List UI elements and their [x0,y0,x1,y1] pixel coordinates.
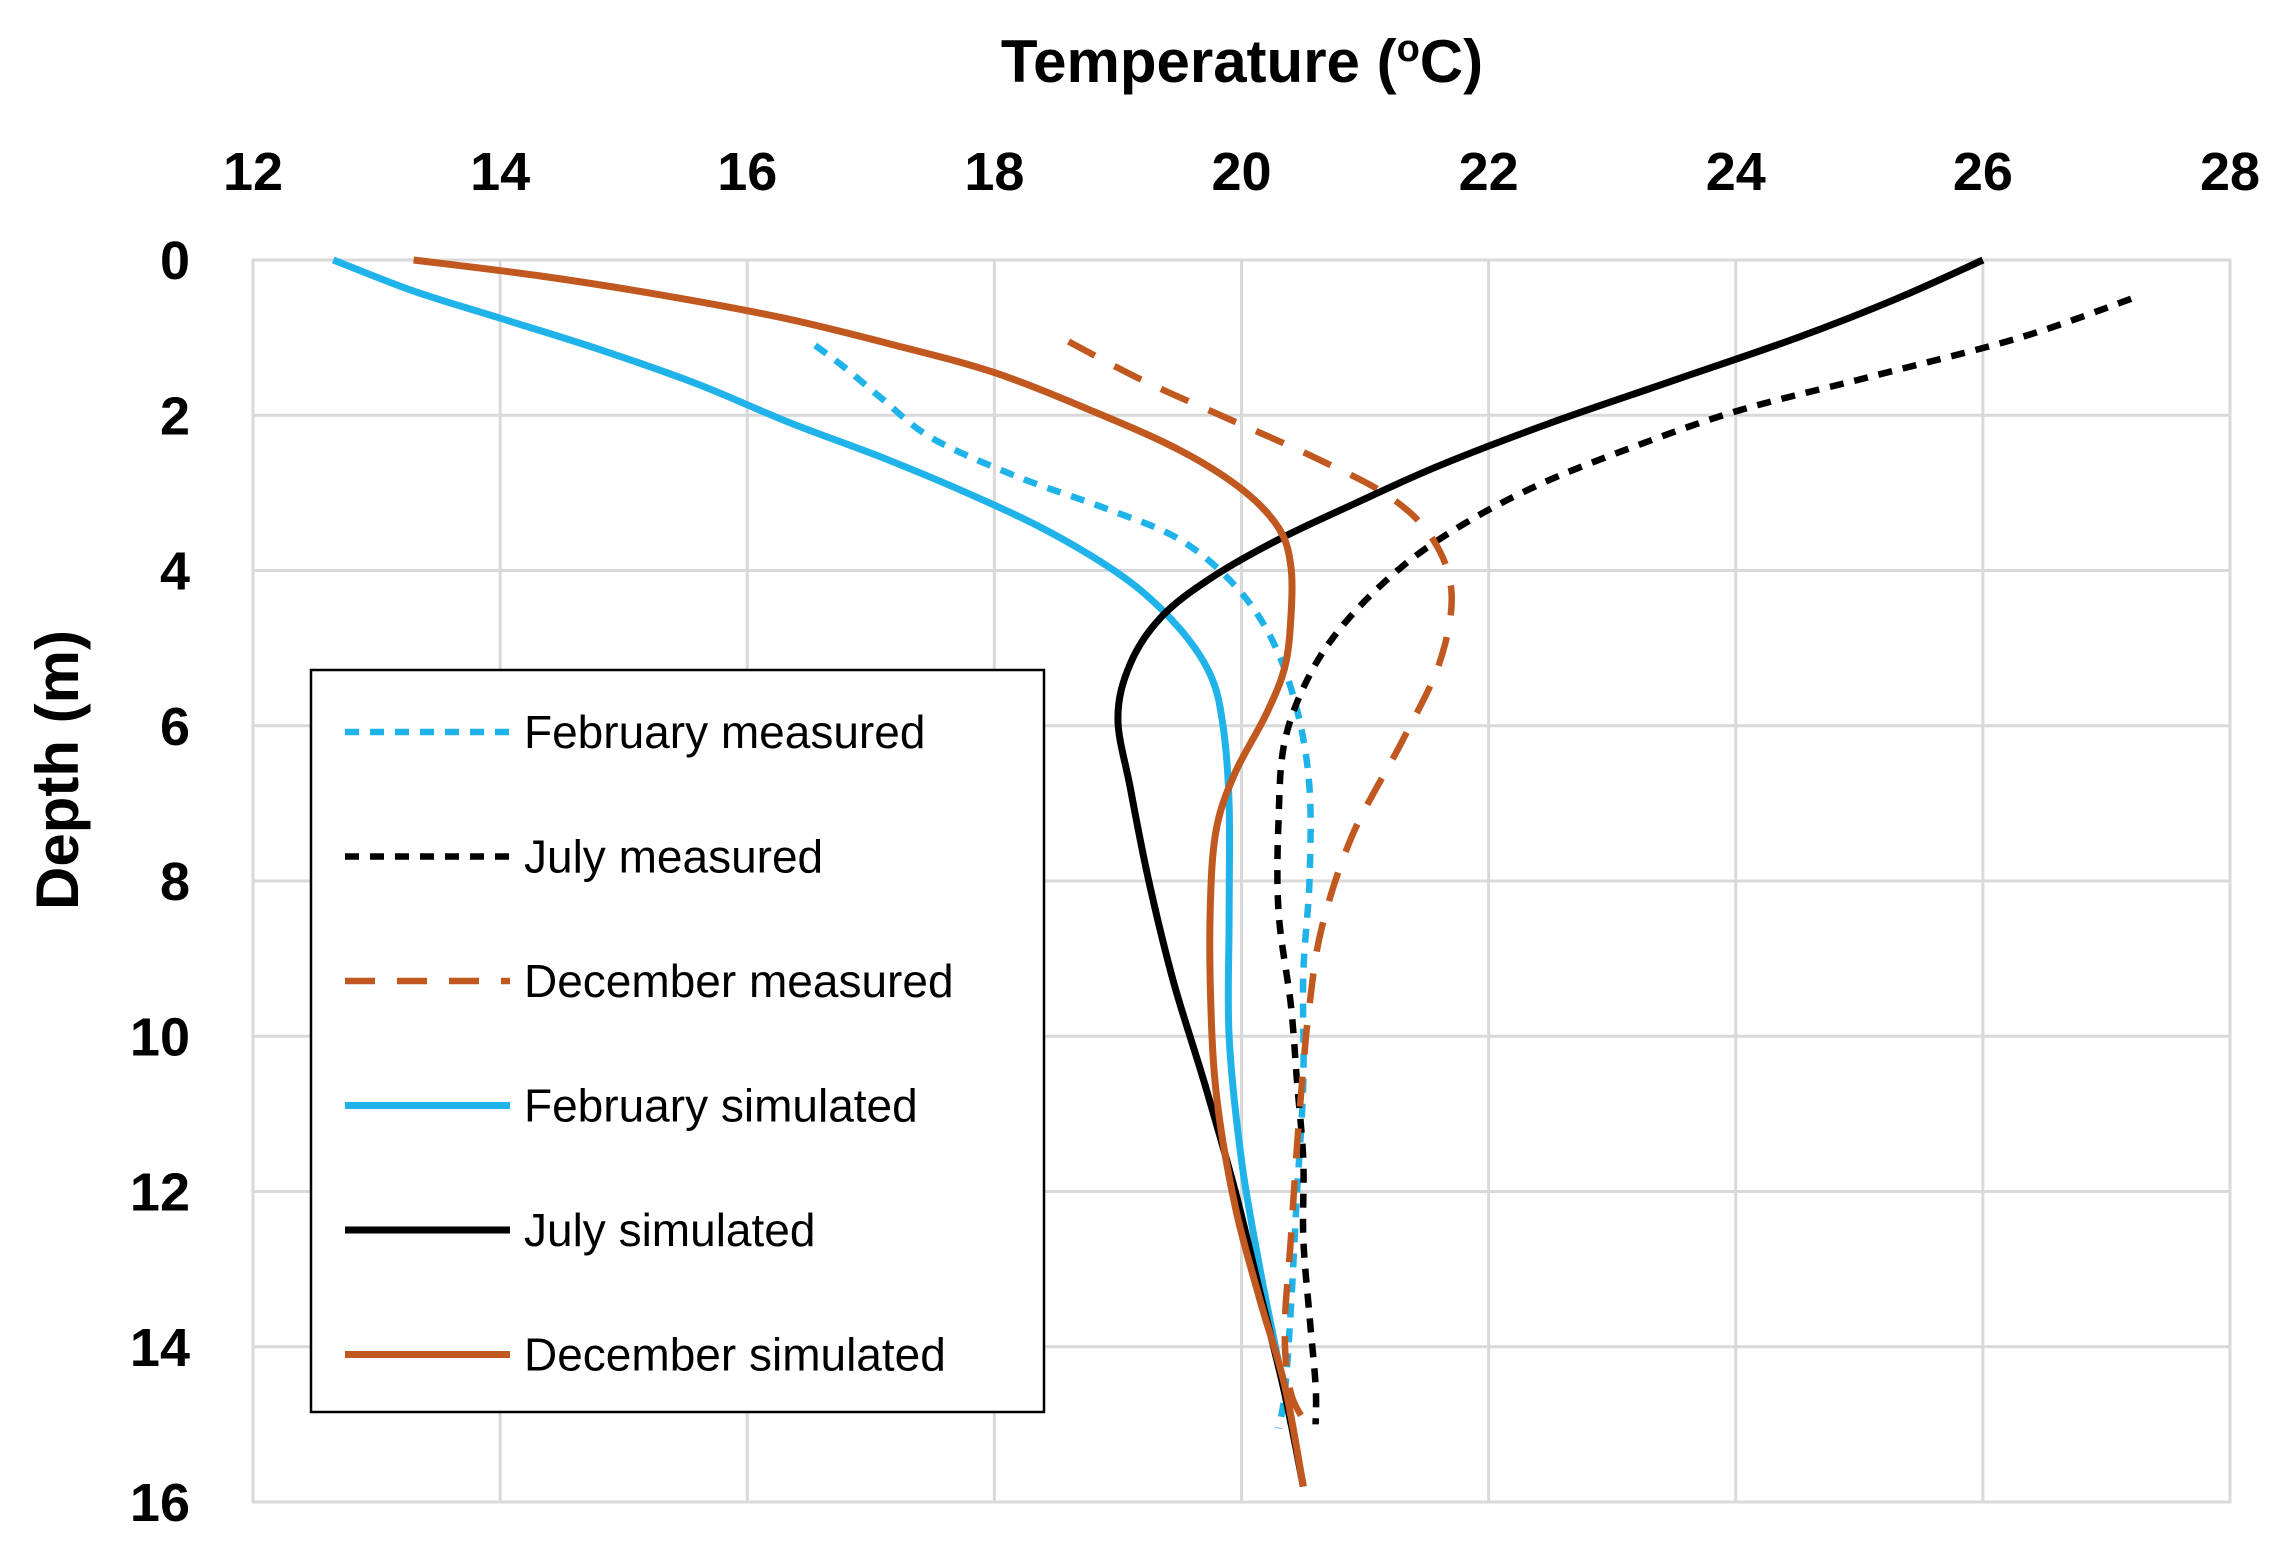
y-tick-label: 12 [130,1163,190,1223]
y-axis-title: Depth (m) [24,630,91,910]
x-axis-title: Temperature (oC) [1001,28,1483,95]
legend-label-december-measured: December measured [524,955,954,1007]
series-lines [332,256,2133,1488]
legend: February measured July measured December m… [309,668,1046,1414]
legend-label-july-measured: July measured [524,831,823,883]
legend-label-july-simulated: July simulated [524,1204,815,1256]
y-tick-label: 2 [160,386,190,446]
y-tick-label: 14 [130,1318,190,1378]
x-tick-label: 16 [717,142,777,202]
y-tick-label: 10 [130,1007,190,1067]
x-tick-label: 22 [1459,142,1519,202]
y-tick-label: 0 [160,231,190,291]
x-tick-label: 24 [1706,142,1766,202]
legend-label-february-simulated: February simulated [524,1080,918,1132]
x-tick-label: 20 [1211,142,1271,202]
x-tick-label: 18 [964,142,1024,202]
y-axis-ticks: 0 2 4 6 8 10 12 14 16 [130,231,190,1533]
series-line-july-measured [1274,295,2133,1425]
y-tick-label: 8 [160,852,190,912]
x-tick-label: 12 [223,142,283,202]
y-tick-label: 16 [130,1473,190,1533]
x-tick-label: 26 [1953,142,2013,202]
series-line-february-simulated [332,256,1295,1426]
series-line-december-measured [1066,338,1455,1430]
x-tick-label: 14 [470,142,530,202]
legend-label-december-simulated: December simulated [524,1329,946,1381]
y-tick-label: 6 [160,697,190,757]
legend-label-february-measured: February measured [524,706,925,758]
x-tick-label: 28 [2200,142,2260,202]
y-tick-label: 4 [160,542,190,602]
series-line-december-simulated [413,256,1307,1488]
legend-items: February measured July measured December m… [345,706,954,1381]
legend-box [309,668,1046,1414]
plot-frame [251,258,2232,1504]
x-axis-ticks: 12 14 16 18 20 22 24 26 28 [223,142,2260,202]
